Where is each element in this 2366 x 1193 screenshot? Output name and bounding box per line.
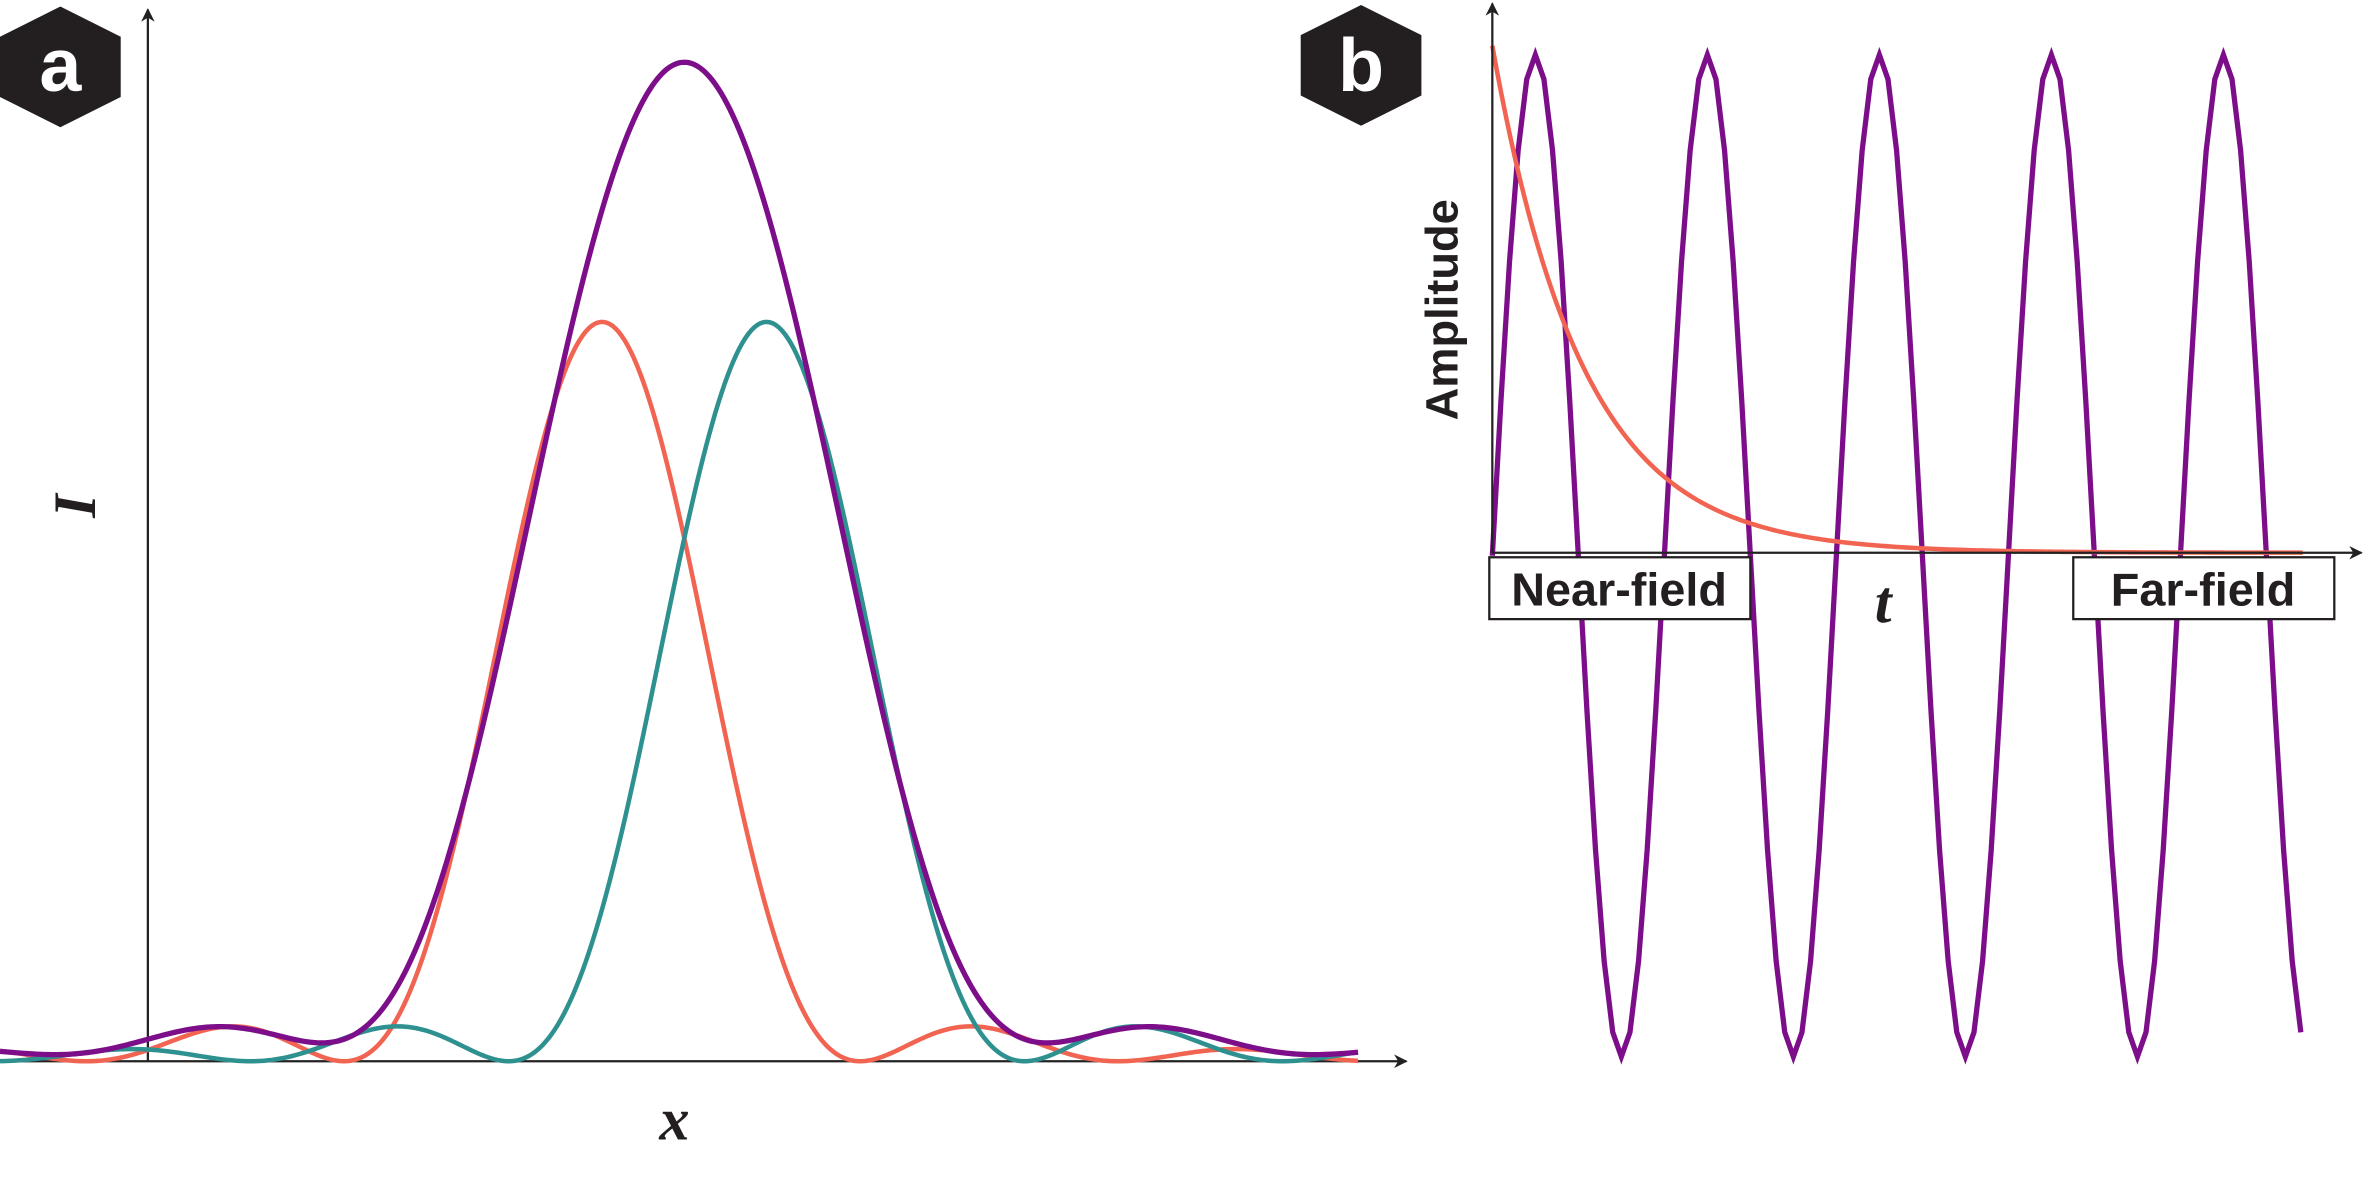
curve xyxy=(0,319,1359,1064)
y-axis-label: I xyxy=(42,492,109,519)
curve xyxy=(0,59,1359,1058)
x-axis-label: x xyxy=(658,1087,689,1154)
decay-curve xyxy=(1490,45,2303,555)
panel-badge: a xyxy=(39,23,82,107)
region-label: Near-field xyxy=(1511,564,1727,616)
panel-badge: b xyxy=(1338,23,1384,107)
wave xyxy=(1489,46,2304,1065)
label-box xyxy=(1488,556,1752,621)
y-axis-label: Amplitude xyxy=(1417,199,1468,420)
region-label: Far-field xyxy=(2111,564,2295,616)
badge-hexagon xyxy=(1300,5,1422,126)
x-axis-label: t xyxy=(1875,569,1894,636)
badge-hexagon xyxy=(0,6,121,128)
label-box xyxy=(2072,556,2336,621)
curve xyxy=(0,319,1359,1064)
